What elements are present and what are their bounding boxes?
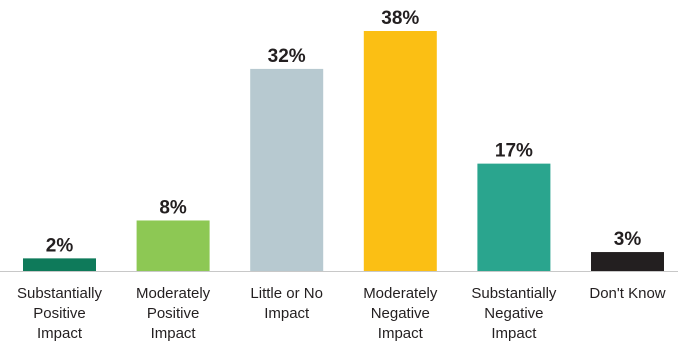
value-labels-group: 2% 8% 32% 38% 17% 3%	[46, 8, 642, 256]
category-label-1-line-1: Positive	[147, 305, 200, 322]
category-label-0: Substantially Positive Impact	[17, 285, 103, 342]
category-label-4-line-2: Impact	[491, 325, 537, 342]
category-label-2-line-1: Impact	[264, 305, 310, 322]
category-label-2-line-0: Little or No	[250, 285, 323, 302]
category-label-3: Moderately Negative Impact	[363, 285, 438, 342]
bar-0	[23, 258, 96, 271]
category-label-0-line-2: Impact	[37, 325, 83, 342]
category-label-5: Don't Know	[589, 285, 665, 302]
bar-value-label-5: 3%	[614, 229, 642, 250]
bar-3	[363, 31, 437, 271]
bar-value-label-4: 17%	[495, 141, 533, 162]
category-label-4-line-0: Substantially	[471, 285, 557, 302]
bar-2	[250, 68, 324, 271]
bar-1	[136, 220, 210, 271]
category-label-0-line-0: Substantially	[17, 285, 103, 302]
category-label-3-line-0: Moderately	[363, 285, 438, 302]
category-label-4: Substantially Negative Impact	[471, 285, 557, 342]
category-label-1-line-0: Moderately	[136, 285, 211, 302]
category-label-1-line-2: Impact	[151, 325, 197, 342]
category-label-4-line-1: Negative	[484, 305, 543, 322]
category-label-2: Little or No Impact	[250, 285, 323, 322]
bar-value-label-3: 38%	[381, 8, 419, 29]
bars-group	[23, 31, 664, 271]
category-label-0-line-1: Positive	[33, 305, 86, 322]
bar-value-label-1: 8%	[159, 197, 187, 218]
category-label-5-line-0: Don't Know	[589, 285, 665, 302]
category-label-3-line-2: Impact	[378, 325, 424, 342]
bar-value-label-2: 32%	[268, 46, 306, 67]
bar-4	[477, 163, 551, 271]
category-label-1: Moderately Positive Impact	[136, 285, 211, 342]
category-labels-group: Substantially Positive Impact Moderately Pos…	[17, 285, 666, 342]
category-label-3-line-1: Negative	[371, 305, 430, 322]
bar-5	[591, 252, 664, 271]
bar-value-label-0: 2%	[46, 235, 74, 256]
